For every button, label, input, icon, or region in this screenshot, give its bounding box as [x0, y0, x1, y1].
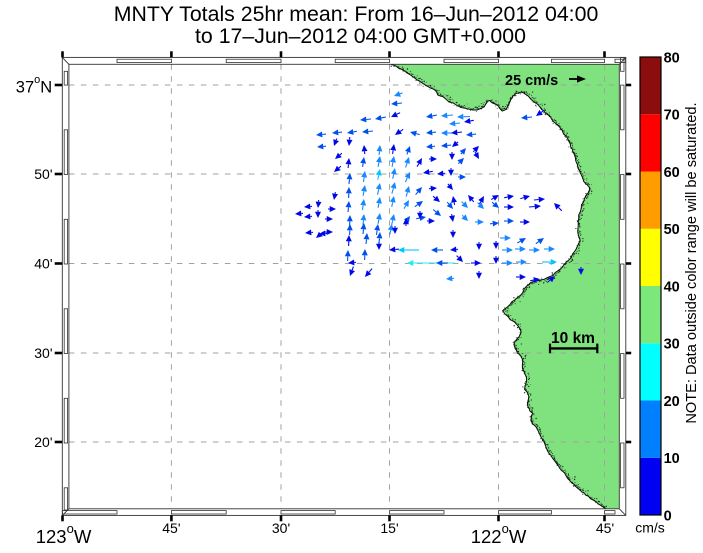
svg-text:50': 50'	[34, 166, 52, 182]
svg-text:25 cm/s: 25 cm/s	[505, 73, 558, 89]
svg-text:0: 0	[664, 508, 672, 524]
svg-text:to 17–Jun–2012 04:00 GMT+0.000: to 17–Jun–2012 04:00 GMT+0.000	[195, 24, 526, 48]
svg-text:30: 30	[664, 337, 680, 353]
svg-text:10: 10	[664, 451, 680, 467]
svg-text:15': 15'	[380, 520, 398, 536]
svg-text:40: 40	[664, 279, 680, 295]
svg-text:80: 80	[664, 50, 680, 66]
svg-text:20: 20	[664, 394, 680, 410]
svg-text:60: 60	[664, 165, 680, 181]
svg-text:NOTE: Data outside color range: NOTE: Data outside color range will be s…	[684, 102, 700, 423]
svg-text:50: 50	[664, 222, 680, 238]
svg-text:10 km: 10 km	[551, 330, 595, 347]
svg-text:45': 45'	[162, 520, 180, 536]
svg-text:70: 70	[664, 108, 680, 124]
svg-text:30': 30'	[272, 520, 290, 536]
svg-text:40': 40'	[34, 256, 52, 272]
svg-text:20': 20'	[34, 434, 52, 450]
svg-text:30': 30'	[34, 345, 52, 361]
svg-text:cm/s: cm/s	[635, 520, 665, 536]
svg-text:45': 45'	[596, 520, 614, 536]
svg-text:MNTY Totals 25hr mean: From 16: MNTY Totals 25hr mean: From 16–Jun–2012 …	[114, 2, 599, 26]
